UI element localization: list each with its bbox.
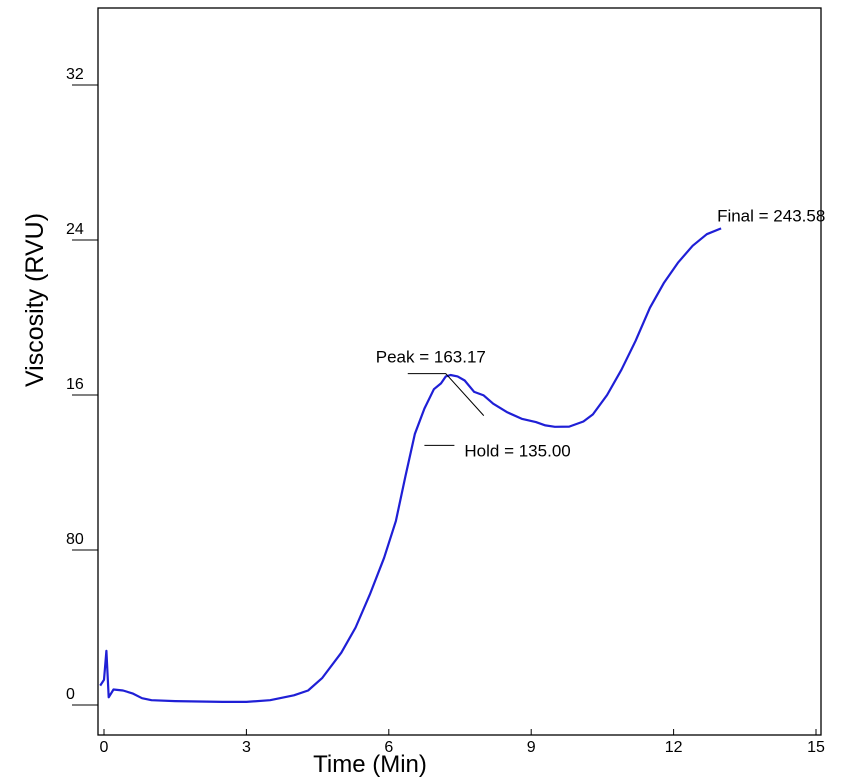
annotation-layer: Peak = 163.17 Hold = 135.00 Final = 243.58 xyxy=(376,206,826,460)
annotation-leader xyxy=(407,373,485,416)
y-tick-label: 0 xyxy=(66,686,75,703)
y-tick-label: 80 xyxy=(66,531,84,548)
x-axis-label: Time (Min) xyxy=(313,751,427,778)
y-tick-label: 32 xyxy=(66,66,84,83)
x-tick-label: 3 xyxy=(242,739,251,756)
annotation-label: Final = 243.58 xyxy=(717,206,825,225)
x-tick-label: 9 xyxy=(527,739,536,756)
x-tick-label: 0 xyxy=(100,739,109,756)
x-tick-label: 12 xyxy=(665,739,683,756)
x-tick-label: 6 xyxy=(384,739,393,756)
viscosity-series-line xyxy=(99,227,722,703)
series-layer xyxy=(99,227,722,703)
x-axis-ticks: 0 3 6 9 12 15 xyxy=(100,729,825,756)
plot-frame xyxy=(97,7,822,736)
x-tick-label: 15 xyxy=(807,739,825,756)
annotation-label: Peak = 163.17 xyxy=(376,348,486,367)
annotation-label: Hold = 135.00 xyxy=(464,441,570,460)
y-axis-ticks: 0 80 16 24 32 xyxy=(66,66,98,706)
y-tick-label: 24 xyxy=(66,221,84,238)
y-tick-label: 16 xyxy=(66,376,84,393)
y-axis-label: Viscosity (RVU) xyxy=(21,213,49,387)
